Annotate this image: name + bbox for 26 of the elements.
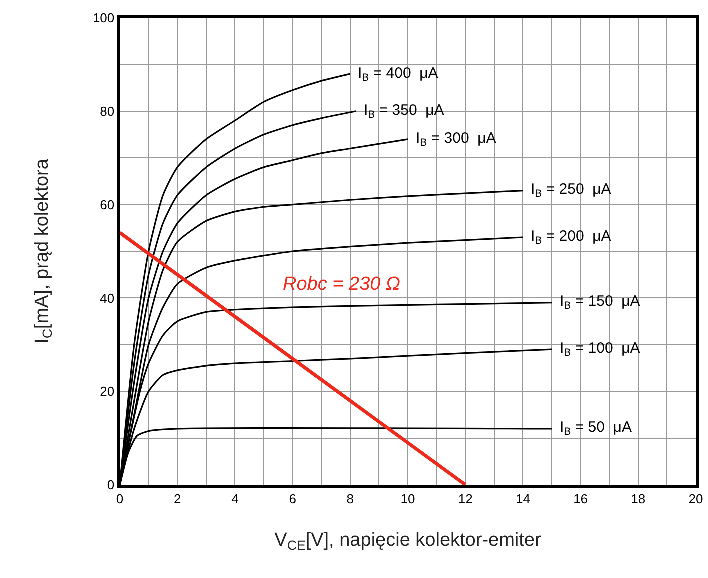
x-tick-label: 4 (232, 491, 239, 506)
series-label: I$_{B}$ = 100 μA (560, 340, 640, 360)
x-tick-label: 10 (400, 491, 416, 506)
y-tick-label: 40 (100, 290, 115, 306)
y-tick-label: 80 (100, 104, 115, 119)
x-tick-label: 2 (174, 491, 182, 506)
y-tick-label: 60 (100, 197, 115, 212)
x-tick-label: 18 (631, 491, 646, 506)
series-label: I$_{B}$ = 400 μA (358, 65, 438, 84)
series-label: I$_{B}$ = 200 μA (531, 228, 612, 248)
series-label: I$_{B}$ = 250 μA (531, 181, 612, 200)
x-tick-label: 14 (516, 491, 530, 506)
x-tick-label: 6 (289, 491, 296, 506)
y-tick-label: 100 (92, 10, 115, 26)
series-label: I$_{B}$ = 300 μA (416, 130, 496, 150)
x-axis-title: V$_{CE}$[V], napięcie kolektor-emiter (274, 530, 542, 554)
annotation: Robc = 230 Ω (283, 274, 400, 295)
y-tick-label: 20 (100, 384, 115, 400)
series-label: I$_{B}$ = 350 μA (364, 102, 444, 122)
series-label: I$_{B}$ = 150 μA (560, 293, 640, 312)
x-tick-label: 8 (346, 491, 354, 506)
x-tick-label: 16 (574, 491, 588, 506)
x-tick-label: 12 (458, 491, 473, 506)
x-tick-label: 20 (688, 491, 704, 506)
y-tick-label: 0 (107, 478, 115, 493)
series-label: I$_{B}$ = 50 μA (560, 419, 632, 438)
